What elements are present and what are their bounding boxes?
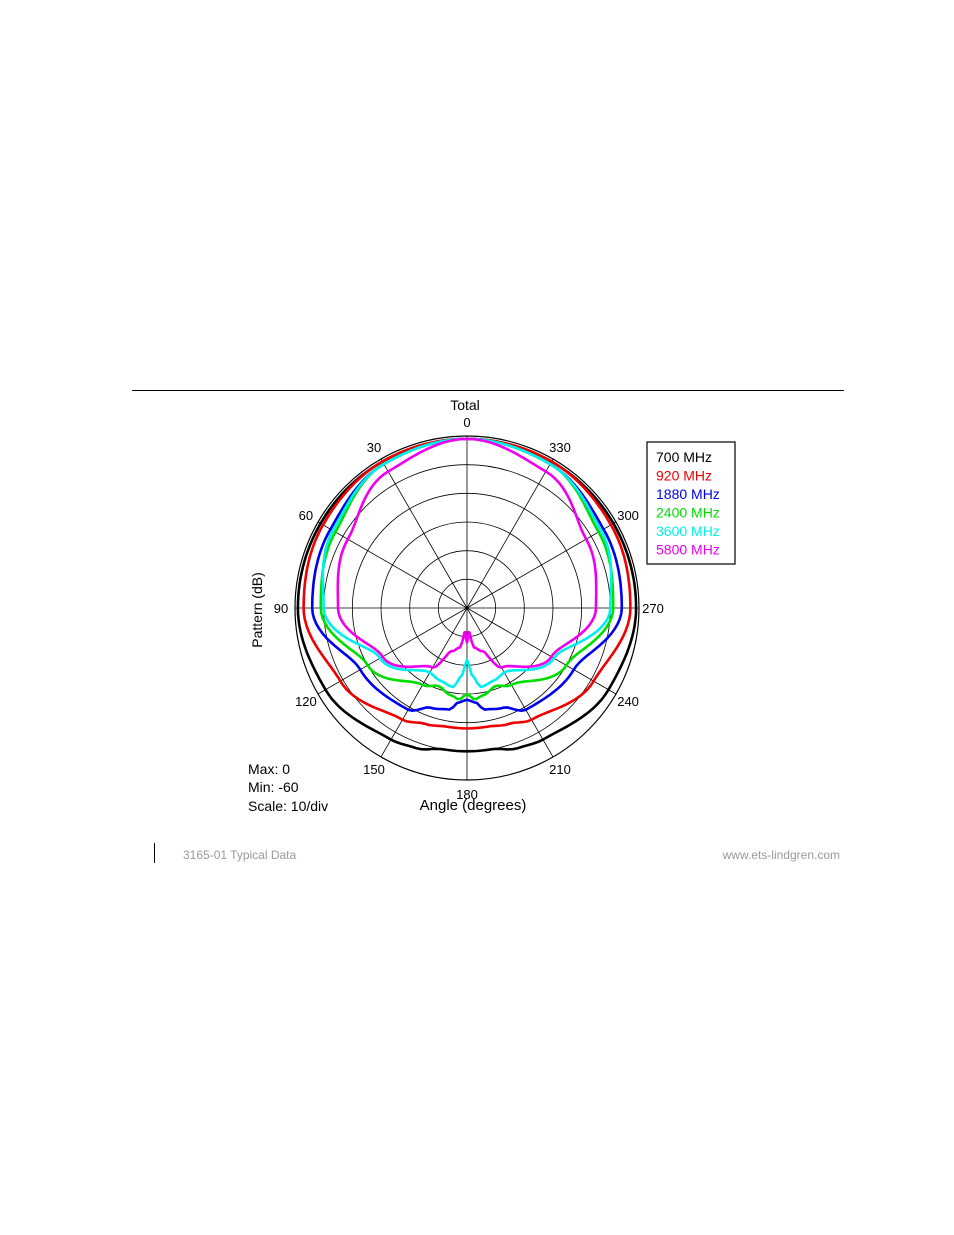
chart-title: Total — [450, 397, 480, 413]
grid-spoke — [466, 521, 617, 609]
series-layer — [296, 437, 638, 753]
legend-items: 700 MHz 920 MHz 1880 MHz 2400 MHz 3600 MHz 58… — [656, 449, 720, 558]
series-1880-mhz — [310, 437, 624, 712]
series-920-mhz — [302, 437, 632, 730]
grid-spoke — [317, 521, 468, 609]
top-rule — [132, 390, 844, 391]
grid-spoke — [380, 458, 468, 609]
angle-tick-label: 30 — [367, 440, 381, 455]
angle-tick-label: 180 — [456, 787, 478, 802]
series-2400-mhz — [319, 437, 615, 701]
footer-margin-bar — [154, 843, 155, 863]
series-700-mhz — [296, 437, 638, 753]
angle-tick-label: 90 — [274, 601, 288, 616]
angle-tick-label: 0 — [463, 415, 470, 430]
angle-tick-label: 270 — [642, 601, 664, 616]
angle-labels: 0 30 60 90 120 150 180 210 240 270 300 330 — [274, 415, 664, 802]
grid-spoke — [317, 607, 468, 695]
stats-min: Min: -60 — [248, 779, 299, 795]
angle-tick-label: 120 — [295, 694, 317, 709]
x-axis-label: Angle (degrees) — [420, 797, 527, 814]
polar-grid — [294, 435, 640, 781]
series-3600-mhz — [321, 437, 613, 689]
legend-entry: 700 MHz — [656, 449, 712, 465]
angle-tick-label: 300 — [617, 508, 639, 523]
grid-spoke — [466, 607, 554, 758]
legend: 700 MHz 920 MHz 1880 MHz 2400 MHz 3600 MHz 58… — [646, 441, 736, 565]
legend-entry: 1880 MHz — [656, 486, 720, 502]
stats-max: Max: 0 — [248, 761, 290, 777]
angle-tick-label: 60 — [299, 508, 313, 523]
angle-tick-label: 150 — [363, 762, 385, 777]
y-axis-label: Pattern (dB) — [249, 572, 265, 647]
footer-document-id: 3165-01 Typical Data — [183, 848, 297, 862]
legend-entry: 3600 MHz — [656, 523, 720, 539]
legend-entry: 2400 MHz — [656, 505, 720, 521]
legend-entry: 920 MHz — [656, 468, 712, 484]
angle-tick-label: 240 — [617, 694, 639, 709]
legend-box — [646, 441, 736, 565]
series-5800-mhz — [336, 437, 598, 669]
grid-spoke — [466, 458, 554, 609]
grid-spoke — [466, 607, 617, 695]
grid-spoke — [380, 607, 468, 758]
angle-tick-label: 330 — [549, 440, 571, 455]
footer-website: www.ets-lindgren.com — [722, 848, 840, 862]
legend-entry: 5800 MHz — [656, 542, 720, 558]
angle-tick-label: 210 — [549, 762, 571, 777]
stats-scale: Scale: 10/div — [248, 798, 328, 814]
